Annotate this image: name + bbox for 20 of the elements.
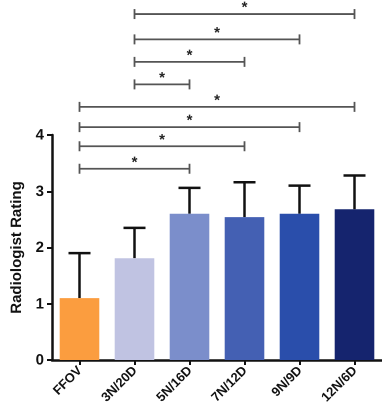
text: *	[186, 112, 193, 130]
text: *	[214, 24, 220, 42]
bar	[170, 214, 210, 360]
bar	[60, 298, 100, 360]
y-tick-label: 4	[36, 126, 45, 144]
text: *	[214, 92, 220, 109]
y-tick-label: 3	[36, 182, 44, 200]
bar	[114, 258, 154, 360]
text: *	[159, 69, 166, 86]
bar	[334, 209, 374, 360]
y-tick-label: 0	[36, 352, 44, 368]
y-tick-label: 1	[36, 295, 44, 312]
y-axis-title: Radiologist Rating	[8, 181, 25, 314]
bar	[280, 214, 320, 360]
y-tick-label: 2	[36, 239, 44, 256]
text: *	[186, 46, 193, 64]
annotation: *	[132, 154, 138, 171]
text: *	[242, 0, 248, 16]
bar	[224, 217, 264, 360]
annotation: *	[159, 131, 166, 148]
